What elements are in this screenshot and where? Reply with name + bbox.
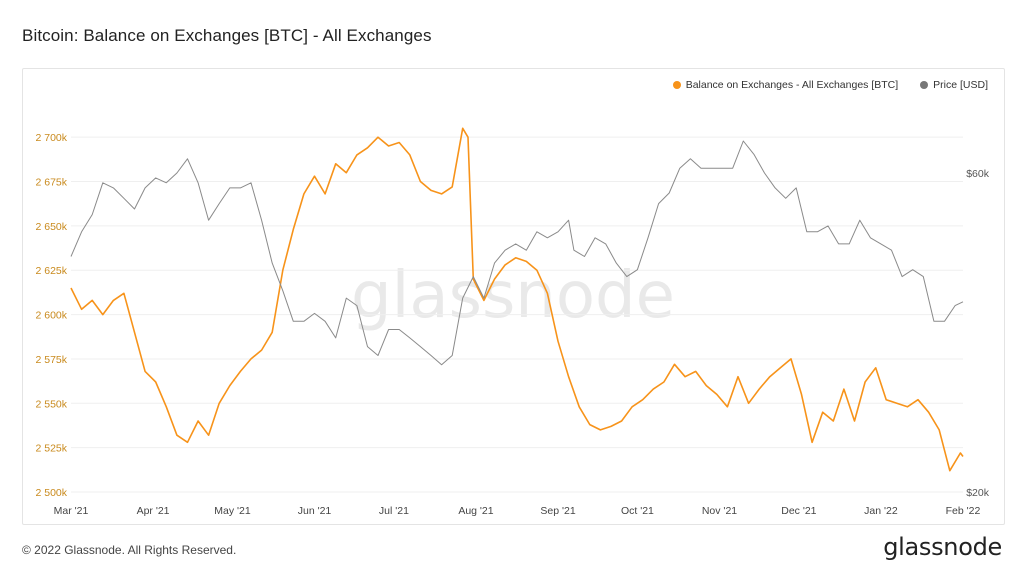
x-tick-label: Nov '21 [702, 505, 737, 517]
x-tick-label: Dec '21 [781, 505, 816, 517]
watermark-text: glassnode [351, 259, 675, 333]
y-left-tick-label: 2 550k [35, 398, 67, 410]
x-tick-label: Aug '21 [458, 505, 493, 517]
y-left-tick-label: 2 625k [35, 265, 67, 277]
chart-panel: Balance on Exchanges - All Exchanges [BT… [22, 68, 1005, 525]
x-tick-label: Apr '21 [137, 505, 170, 517]
x-tick-label: Oct '21 [621, 505, 654, 517]
y-left-tick-label: 2 600k [35, 310, 67, 322]
legend-item-price[interactable]: Price [USD] [920, 79, 988, 91]
x-tick-label: Mar '21 [54, 505, 89, 517]
y-left-tick-label: 2 575k [35, 354, 67, 366]
chart-title: Bitcoin: Balance on Exchanges [BTC] - Al… [22, 26, 432, 45]
legend-dot-balance [672, 81, 681, 89]
y-right-tick-label: $60k [966, 168, 990, 180]
series-line-price [70, 140, 964, 366]
legend-label-price: Price [USD] [933, 79, 988, 91]
copyright: © 2022 Glassnode. All Rights Reserved. [22, 543, 237, 557]
legend: Balance on Exchanges - All Exchanges [BT… [672, 79, 988, 91]
legend-item-balance[interactable]: Balance on Exchanges - All Exchanges [BT… [672, 79, 899, 91]
x-tick-label: Jan '22 [864, 505, 898, 517]
y-left-tick-label: 2 700k [35, 132, 67, 144]
x-tick-label: May '21 [214, 505, 251, 517]
y-right-tick-label: $20k [966, 487, 990, 499]
y-left-tick-label: 2 675k [35, 177, 67, 189]
y-left-tick-label: 2 500k [35, 487, 67, 499]
chart-svg: glassnode 2 500k 2 525k 2 550k 2 575k 2 600k 2… [35, 127, 990, 517]
x-tick-label: Jun '21 [298, 505, 332, 517]
x-tick-label: Feb '22 [946, 505, 981, 517]
y-left-tick-label: 2 525k [35, 443, 67, 455]
legend-label-balance: Balance on Exchanges - All Exchanges [BT… [685, 79, 899, 91]
x-tick-label: Jul '21 [379, 505, 409, 517]
legend-dot-price [920, 81, 929, 89]
brand-logo: glassnode [883, 533, 1002, 561]
x-tick-label: Sep '21 [540, 505, 575, 517]
y-left-tick-label: 2 650k [35, 221, 67, 233]
series-line-balance [70, 127, 964, 472]
